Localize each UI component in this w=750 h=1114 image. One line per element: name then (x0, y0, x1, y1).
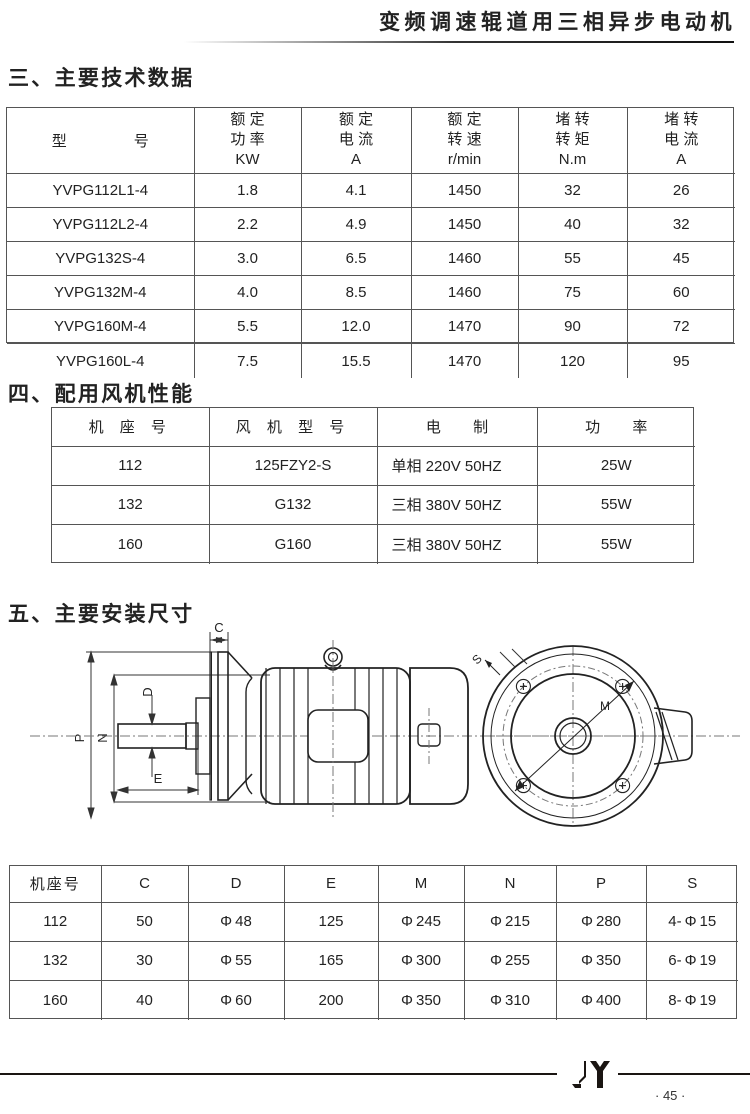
svg-text:E: E (154, 771, 163, 786)
svg-text:C: C (214, 620, 223, 635)
svg-text:M: M (600, 699, 610, 713)
svg-text:S: S (469, 652, 485, 668)
svg-text:D: D (140, 687, 155, 696)
svg-text:N: N (95, 733, 110, 742)
svg-text:P: P (72, 734, 87, 743)
